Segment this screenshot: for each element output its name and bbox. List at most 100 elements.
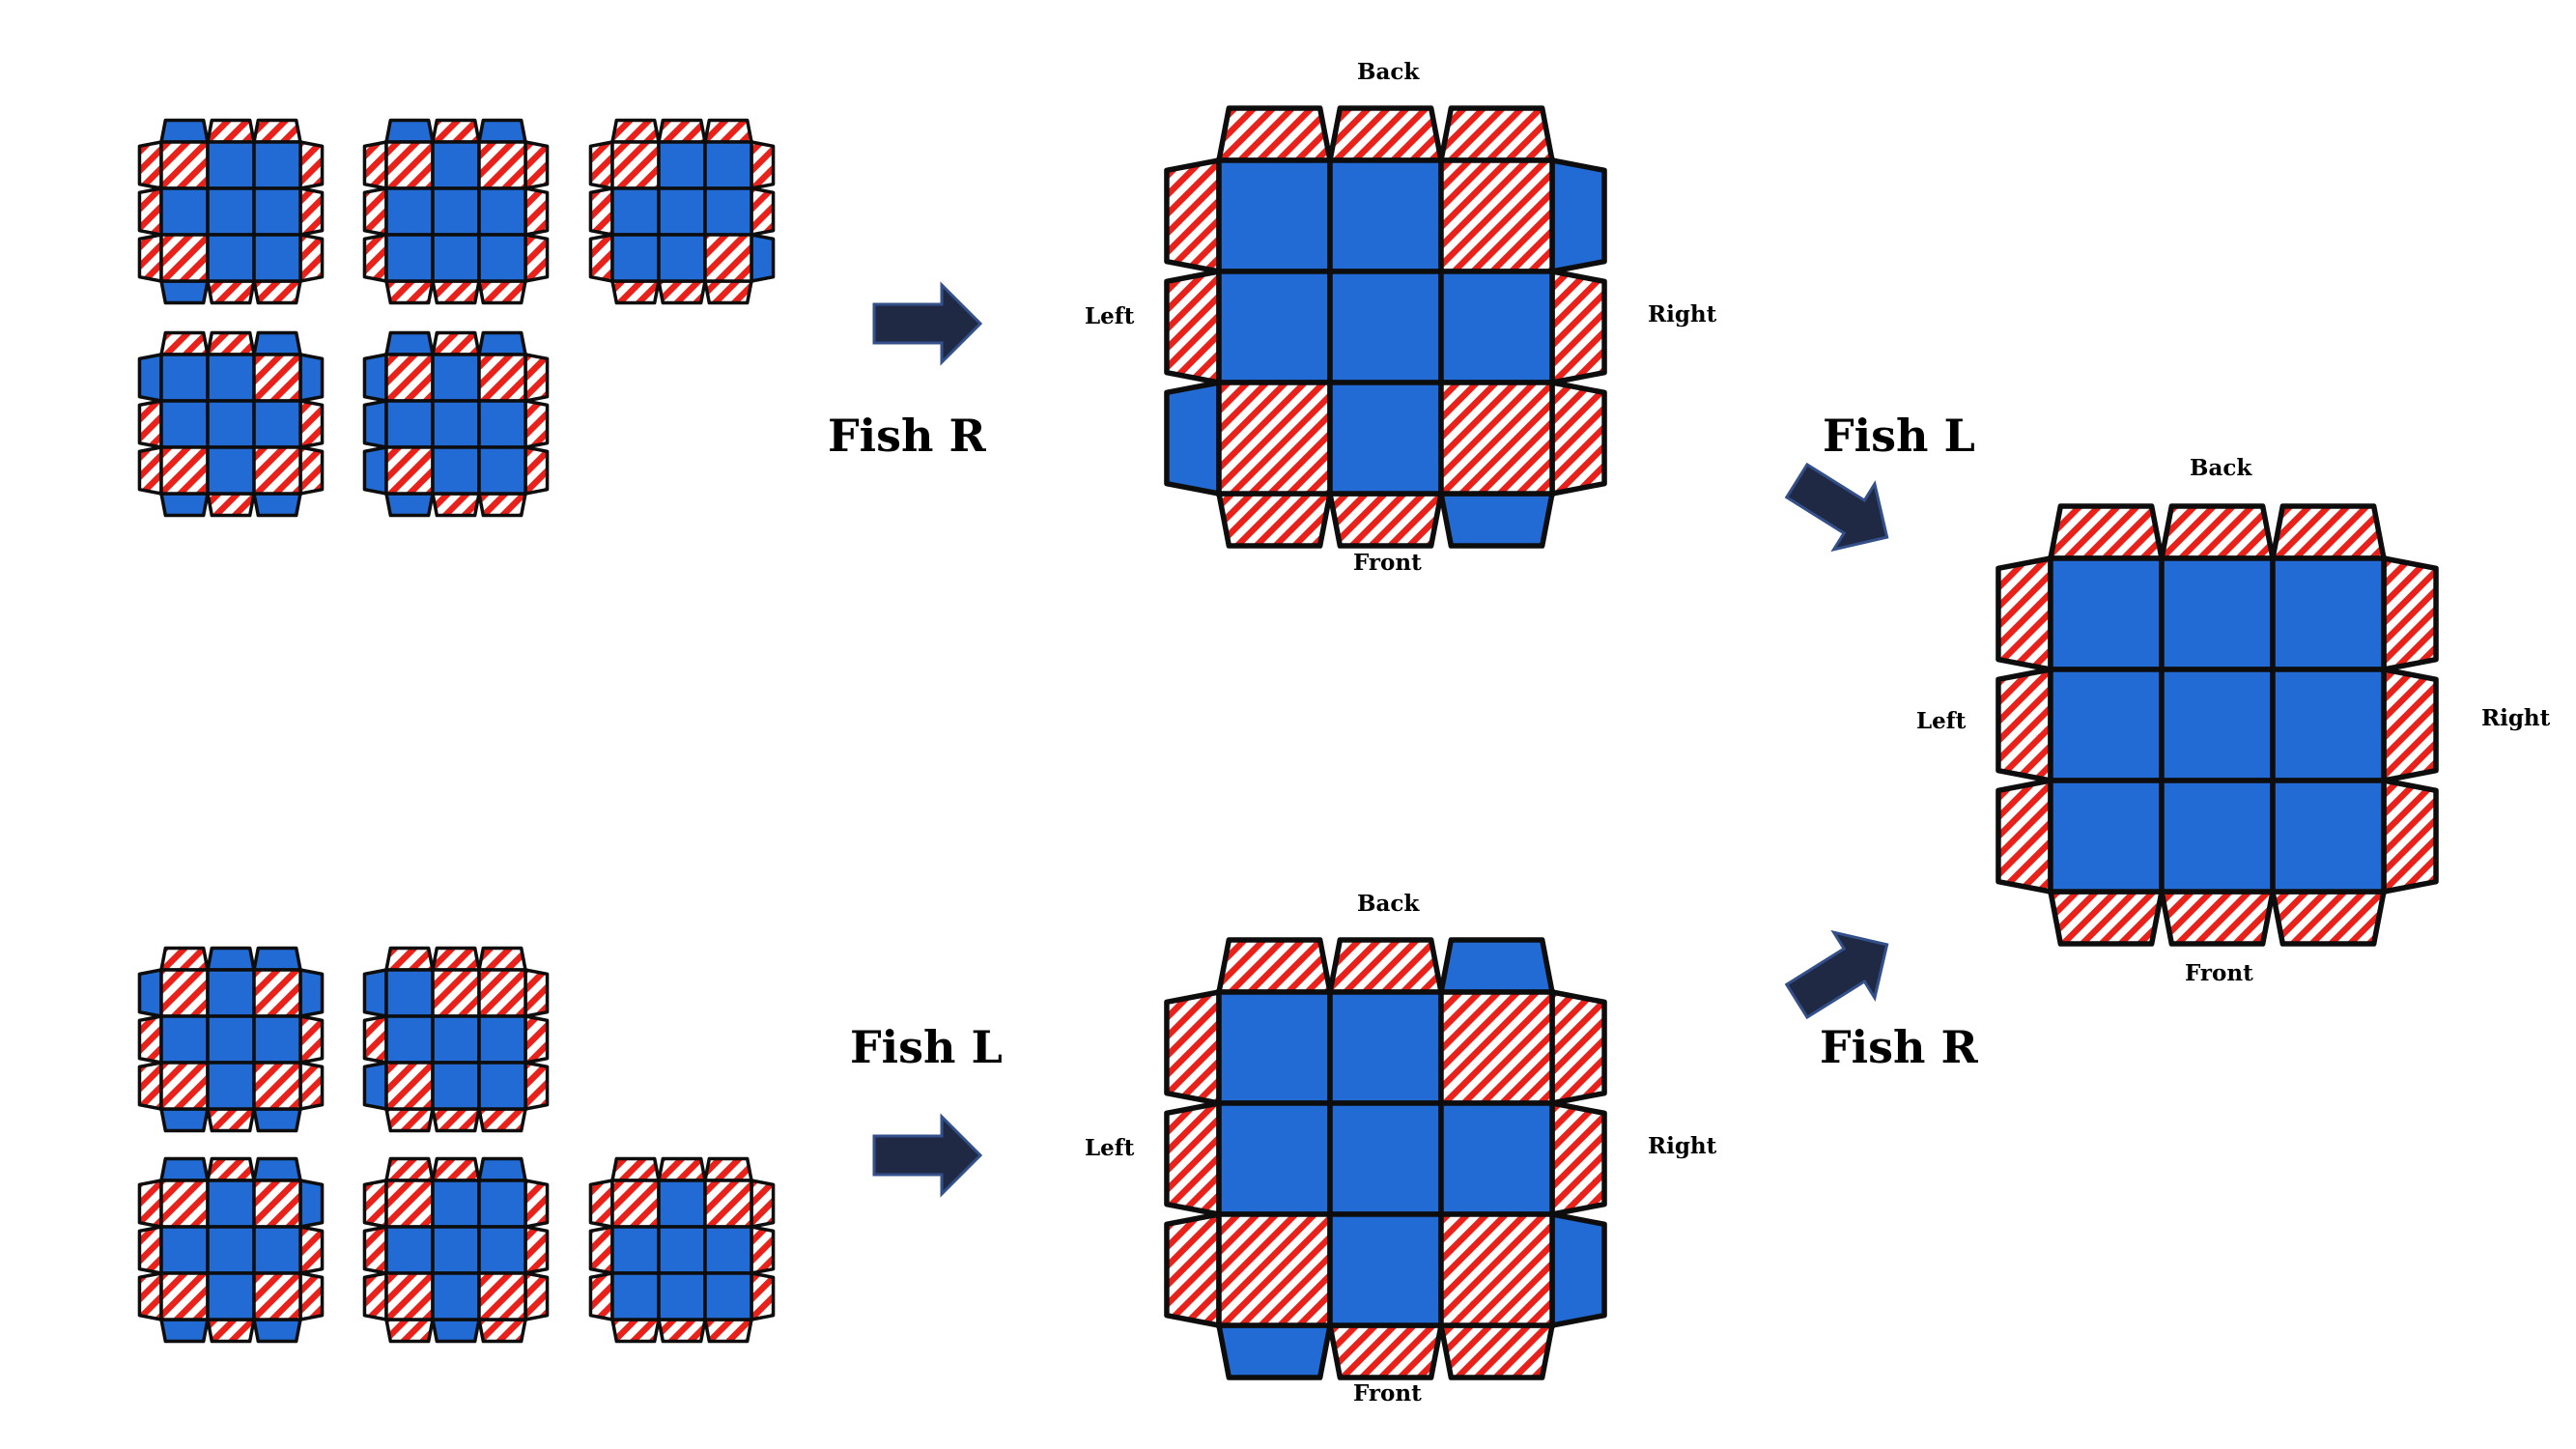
sticker-top (252, 1061, 302, 1111)
sticker-top (159, 399, 210, 449)
sticker-top (1438, 989, 1555, 1106)
sticker-right (524, 140, 550, 190)
sticker-top (252, 353, 302, 403)
arrow-right-bottom (872, 1113, 983, 1198)
arrow-right-top (872, 281, 983, 366)
sticker-top (384, 140, 435, 190)
sticker-back (610, 118, 661, 144)
sticker-back (2159, 503, 2276, 561)
sticker-top (431, 1179, 481, 1229)
sticker-top (657, 140, 707, 190)
sticker-right (750, 1271, 776, 1321)
sticker-right (750, 1179, 776, 1229)
sticker-top (206, 1271, 256, 1321)
sticker-front (431, 1318, 481, 1344)
sticker-back (657, 118, 707, 144)
sticker-right (524, 1179, 550, 1229)
sticker-front (657, 1318, 707, 1344)
sticker-top (159, 445, 210, 496)
sticker-top (477, 1271, 527, 1321)
sticker-top (159, 186, 210, 237)
sticker-top (206, 445, 256, 496)
sticker-top (657, 186, 707, 237)
sticker-top (431, 1061, 481, 1111)
sticker-left (362, 353, 388, 403)
final-diagram (1996, 503, 2439, 947)
sticker-top (384, 233, 435, 283)
top-small-case-1 (137, 118, 325, 305)
sticker-right (1549, 989, 1607, 1106)
sticker-top (1327, 157, 1444, 274)
sticker-top (1438, 269, 1555, 385)
sticker-top (206, 1179, 256, 1229)
sticker-left (137, 140, 163, 190)
sticker-top (610, 233, 661, 283)
sticker-left (137, 186, 163, 237)
sticker-top (1438, 157, 1555, 274)
sticker-top (159, 1014, 210, 1065)
sticker-top (431, 1014, 481, 1065)
sticker-left (588, 1179, 614, 1229)
sticker-left (362, 186, 388, 237)
sticker-top (252, 233, 302, 283)
sticker-front (1438, 1322, 1555, 1380)
sticker-right (524, 1271, 550, 1321)
sticker-front (477, 1318, 527, 1344)
sticker-front (477, 279, 527, 305)
sticker-top (1216, 157, 1333, 274)
sticker-back (159, 946, 210, 972)
sticker-top (703, 140, 753, 190)
side-label-front: Front (2185, 960, 2253, 986)
sticker-front (2270, 889, 2387, 947)
sticker-top (477, 1225, 527, 1275)
sticker-right (2381, 778, 2439, 895)
sticker-top (703, 1271, 753, 1321)
sticker-top (703, 1179, 753, 1229)
bottom-small-case-4 (362, 1156, 550, 1344)
sticker-top (1216, 269, 1333, 385)
sticker-back (206, 330, 256, 356)
sticker-right (524, 445, 550, 496)
sticker-left (362, 140, 388, 190)
sticker-top (1216, 1211, 1333, 1328)
sticker-top (384, 1014, 435, 1065)
sticker-back (2048, 503, 2165, 561)
sticker-front (703, 279, 753, 305)
sticker-right (298, 968, 325, 1018)
sticker-back (610, 1156, 661, 1182)
sticker-front (1216, 1322, 1333, 1380)
sticker-front (1438, 491, 1555, 549)
bottom-small-case-3 (137, 1156, 325, 1344)
sticker-top (703, 1225, 753, 1275)
sticker-top (159, 968, 210, 1018)
sticker-left (362, 445, 388, 496)
sticker-right (1549, 380, 1607, 497)
sticker-top (2159, 778, 2276, 895)
sticker-left (362, 1061, 388, 1111)
sticker-right (524, 186, 550, 237)
sticker-front (431, 492, 481, 518)
sticker-top (477, 186, 527, 237)
sticker-front (610, 1318, 661, 1344)
sticker-top (610, 1225, 661, 1275)
sticker-left (137, 233, 163, 283)
sticker-front (252, 492, 302, 518)
sticker-back (1327, 105, 1444, 163)
algorithm-label-final-bottom: Fish R (1820, 1021, 1978, 1073)
sticker-front (159, 279, 210, 305)
sticker-front (1216, 491, 1333, 549)
sticker-top (252, 140, 302, 190)
sticker-back (1438, 937, 1555, 995)
sticker-back (477, 946, 527, 972)
sticker-top (610, 140, 661, 190)
side-label-back: Back (1357, 59, 1420, 85)
sticker-back (206, 118, 256, 144)
sticker-top (2048, 555, 2165, 672)
sticker-back (703, 1156, 753, 1182)
sticker-top (252, 1179, 302, 1229)
sticker-top (1438, 1211, 1555, 1328)
sticker-top (252, 399, 302, 449)
sticker-top (431, 353, 481, 403)
sticker-top (206, 1014, 256, 1065)
side-label-front: Front (1353, 1380, 1422, 1406)
